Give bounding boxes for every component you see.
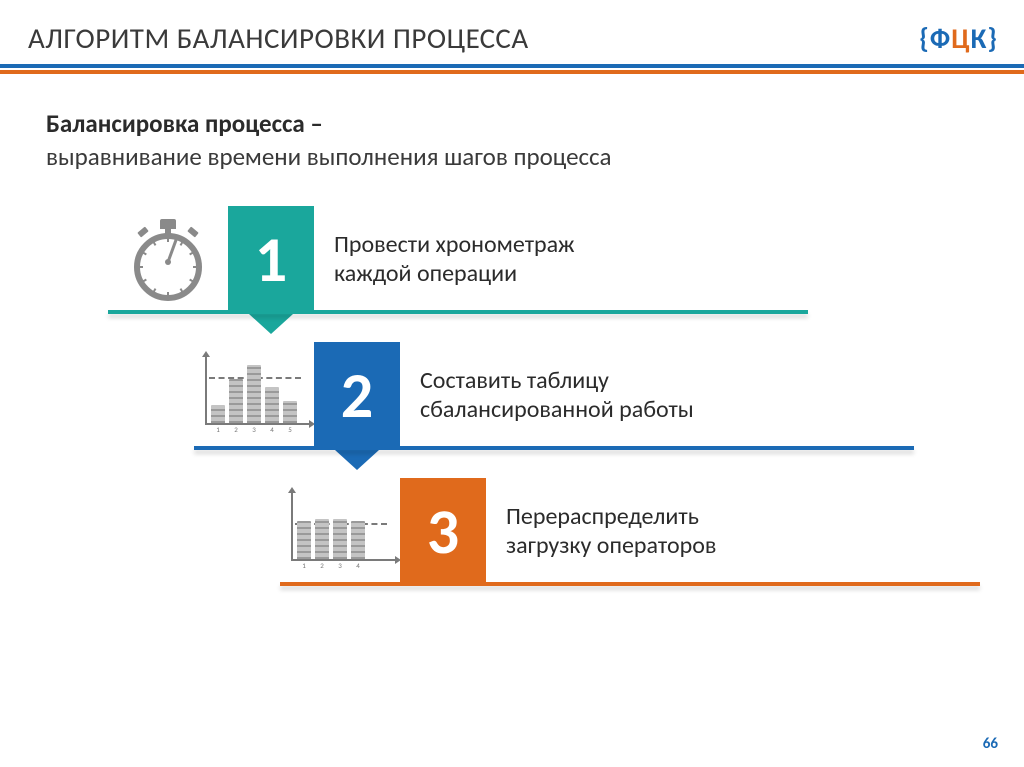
- step-3-text: Перераспределить загрузку операторов: [486, 503, 716, 561]
- step-2-num-text: 2: [341, 357, 373, 435]
- slide-content: Балансировка процесса – выравнивание вре…: [0, 74, 1024, 586]
- step-3: 1234 3 Перераспределить загрузку операто…: [280, 478, 980, 586]
- step-2: 12345 2 Составить таблицу сбалансированн…: [194, 342, 914, 450]
- logo-letter-c: Ц: [951, 21, 968, 56]
- fck-logo: {ФЦК}: [919, 21, 996, 56]
- step-1-line1: Провести хронометраж: [334, 231, 575, 260]
- divider-blue: [0, 64, 1024, 68]
- stopwatch-icon: [132, 219, 204, 301]
- step-2-number: 2: [314, 342, 400, 450]
- chart3-bars: 1234: [297, 519, 365, 559]
- step-3-underline: [280, 582, 980, 586]
- step-1-number: 1: [228, 206, 314, 314]
- step-2-line1: Составить таблицу: [420, 367, 694, 396]
- step-3-icon-slot: 1234: [280, 478, 400, 586]
- step-1: 1 Провести хронометраж каждой операции: [108, 206, 808, 314]
- step-3-number: 3: [400, 478, 486, 586]
- logo-letter-f: Ф: [930, 21, 949, 56]
- step-2-text: Составить таблицу сбалансированной работ…: [400, 367, 694, 425]
- step-3-num-text: 3: [427, 493, 459, 571]
- chart-uneven-icon: 12345: [199, 357, 309, 435]
- page-number: 66: [983, 735, 998, 753]
- logo-brace-right: }: [987, 21, 996, 56]
- step-2-line2: сбалансированной работы: [420, 396, 694, 425]
- step-1-text: Провести хронометраж каждой операции: [314, 231, 575, 289]
- definition-term: Балансировка процесса –: [46, 108, 978, 139]
- logo-letter-k: К: [971, 21, 986, 56]
- chart-even-icon: 1234: [285, 493, 395, 571]
- step-1-underline: [108, 310, 808, 314]
- step-2-underline: [194, 446, 914, 450]
- step-2-icon-slot: 12345: [194, 342, 314, 450]
- step-1-icon-slot: [108, 206, 228, 314]
- step-1-line2: каждой операции: [334, 260, 575, 289]
- logo-brace-left: {: [919, 21, 928, 56]
- step-3-line2: загрузку операторов: [506, 532, 716, 561]
- slide-title: АЛГОРИТМ БАЛАНСИРОВКИ ПРОЦЕССА: [28, 20, 529, 56]
- chart2-bars: 12345: [211, 365, 297, 423]
- step-1-num-text: 1: [255, 221, 287, 299]
- step-3-line1: Перераспределить: [506, 503, 716, 532]
- definition-desc: выравнивание времени выполнения шагов пр…: [46, 141, 978, 172]
- steps-container: 1 Провести хронометраж каждой операции 1…: [46, 206, 978, 586]
- slide-header: АЛГОРИТМ БАЛАНСИРОВКИ ПРОЦЕССА {ФЦК}: [0, 0, 1024, 64]
